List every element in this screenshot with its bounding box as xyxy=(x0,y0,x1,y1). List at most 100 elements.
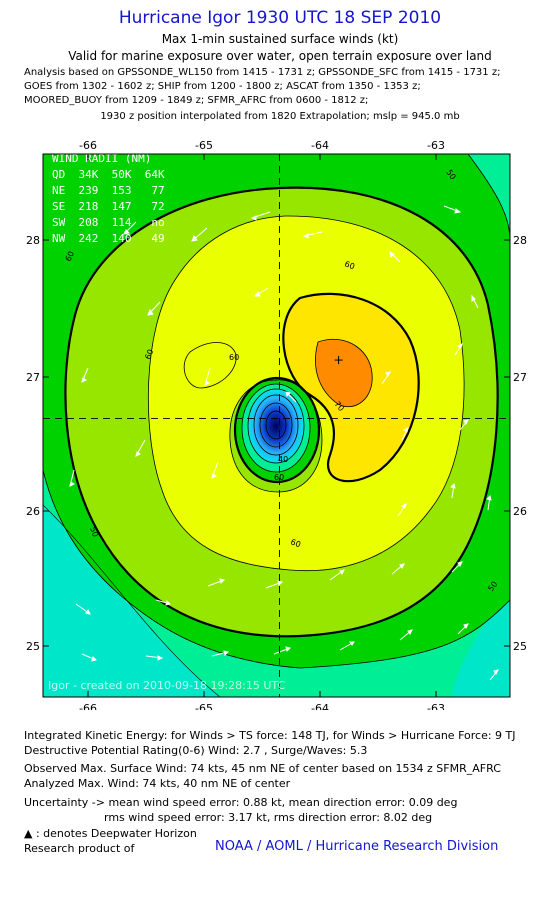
deepwater-label: : denotes Deepwater Horizon xyxy=(35,827,197,840)
observed-max-line: Observed Max. Surface Wind: 74 kts, 45 n… xyxy=(24,762,501,775)
analysis-line: MOORED_BUOY from 1209 - 1849 z; SFMR_AFR… xyxy=(24,95,369,106)
wind-arrow xyxy=(450,483,456,499)
wind-arrow xyxy=(81,653,97,662)
wind-arrow xyxy=(443,205,462,214)
y-tick-label: 28 xyxy=(513,234,527,247)
max-wind-marker xyxy=(334,356,343,365)
wind-arrow xyxy=(399,629,413,641)
contour-30 xyxy=(247,388,305,464)
wind-field xyxy=(43,154,510,697)
wind-arrow xyxy=(207,578,225,587)
wind-arrow xyxy=(250,211,271,221)
interpolation-note: 1930 z position interpolated from 1820 E… xyxy=(100,111,460,122)
contour-40 xyxy=(43,469,510,669)
contour-80 xyxy=(315,338,373,408)
y-tick-label: 26 xyxy=(26,505,40,518)
wind-arrow xyxy=(191,227,208,242)
y-tick-label: 28 xyxy=(26,234,40,247)
y-tick-label: 26 xyxy=(513,505,527,518)
contour-label: 60 xyxy=(343,259,356,271)
x-axis-top: -66 -65 -64 -63 xyxy=(79,139,445,152)
x-tick-label: -64 xyxy=(311,702,329,710)
wind-arrow xyxy=(155,599,171,606)
contour-label: 60 xyxy=(64,250,76,263)
wind-arrow xyxy=(285,391,297,403)
contour-label: 40 xyxy=(278,455,288,464)
wind-arrow xyxy=(339,641,355,651)
contour-60 xyxy=(147,215,465,572)
wind-arrow xyxy=(486,495,492,511)
wind-arrow xyxy=(145,655,164,661)
band-core xyxy=(248,389,304,463)
uncertainty-line: Uncertainty -> mean wind speed error: 0.… xyxy=(24,796,458,809)
validity-note: Valid for marine exposure over water, op… xyxy=(68,49,492,63)
contour-label: 60 xyxy=(274,473,284,482)
contour-60 xyxy=(183,342,237,389)
wind-arrow xyxy=(457,623,469,635)
wind-arrow xyxy=(391,563,405,575)
dpr-line: Destructive Potential Rating(0-6) Wind: … xyxy=(24,744,368,757)
wind-arrow xyxy=(489,669,499,681)
wind-arrow xyxy=(302,231,323,239)
contour-core xyxy=(265,410,287,440)
wind-arrow xyxy=(389,251,401,263)
y-axis-left: 28 27 26 25 xyxy=(26,234,40,653)
ike-line: Integrated Kinetic Energy: for Winds > T… xyxy=(24,729,516,742)
deepwater-triangle-icon: ▲ xyxy=(24,827,33,840)
wind-radii-row: QD 34K 50K 64K xyxy=(52,168,165,181)
uncertainty-line: rms wind speed error: 3.17 kt, rms direc… xyxy=(104,811,433,824)
contour-core xyxy=(259,402,293,448)
contour-labels: 50 60 60 60 70 60 40 60 50 50 60 xyxy=(64,168,500,593)
y-tick-label: 25 xyxy=(26,640,40,653)
band-80-90kt xyxy=(315,339,373,407)
creation-stamp: Igor - created on 2010-09-18 19:28:15 UT… xyxy=(48,679,285,692)
deepwater-note: ▲ : denotes Deepwater Horizon xyxy=(24,827,197,840)
x-tick-label: -63 xyxy=(427,702,445,710)
x-tick-label: -66 xyxy=(79,702,97,710)
y-tick-label: 27 xyxy=(26,371,40,384)
contour-label: 60 xyxy=(229,353,239,362)
wind-radii-table: WIND RADII (NM) QD 34K 50K 64K NE 239 15… xyxy=(52,152,165,245)
wind-radii-row: NW 242 140 49 xyxy=(52,232,165,245)
center-crosshair xyxy=(43,154,510,697)
y-tick-label: 25 xyxy=(513,640,527,653)
x-tick-label: -64 xyxy=(311,139,329,152)
wind-vectors xyxy=(69,205,499,681)
x-tick-label: -65 xyxy=(195,702,213,710)
contour-40 xyxy=(241,383,311,473)
wind-arrow xyxy=(329,569,345,581)
wind-arrow xyxy=(135,439,146,457)
wind-arrow xyxy=(451,561,463,573)
wind-arrow xyxy=(471,294,479,309)
contour-core xyxy=(253,394,299,456)
x-axis-bottom: -66 -65 -64 -63 xyxy=(79,702,445,710)
tick-marks xyxy=(43,154,510,697)
wind-arrow xyxy=(454,343,463,356)
wind-arrow xyxy=(401,427,409,441)
contour-50 xyxy=(64,186,499,638)
wind-arrow xyxy=(211,650,229,657)
wind-arrow xyxy=(147,301,161,316)
wind-arrow xyxy=(459,419,469,431)
x-tick-label: -63 xyxy=(427,139,445,152)
wind-arrow xyxy=(204,367,211,386)
page-title: Hurricane Igor 1930 UTC 18 SEP 2010 xyxy=(118,8,442,28)
wind-analysis-map: -66 -65 -64 -63 -66 -65 -64 -63 28 27 26… xyxy=(26,139,527,710)
wind-arrow xyxy=(381,371,391,385)
wind-arrow xyxy=(75,603,91,615)
y-tick-label: 27 xyxy=(513,371,527,384)
wind-arrow xyxy=(123,221,137,235)
wind-arrow xyxy=(69,469,75,487)
wind-radii-row: SW 208 114 no xyxy=(52,216,165,229)
wind-radii-row: NE 239 153 77 xyxy=(52,184,165,197)
wind-radii-title: WIND RADII (NM) xyxy=(52,152,151,165)
contour-label: 50 xyxy=(88,526,100,539)
contour-label: 60 xyxy=(289,537,302,549)
analysis-line: GOES from 1302 - 1602 z; SHIP from 1200 … xyxy=(24,81,421,92)
analysis-line: Analysis based on GPSSONDE_WL150 from 14… xyxy=(24,67,501,78)
research-label: Research product of xyxy=(24,842,135,855)
wind-arrow xyxy=(273,646,291,655)
band-60-70kt xyxy=(184,342,237,388)
wind-arrow xyxy=(397,503,407,517)
analyzed-max-line: Analyzed Max. Wind: 74 kts, 40 nm NE of … xyxy=(24,777,291,790)
